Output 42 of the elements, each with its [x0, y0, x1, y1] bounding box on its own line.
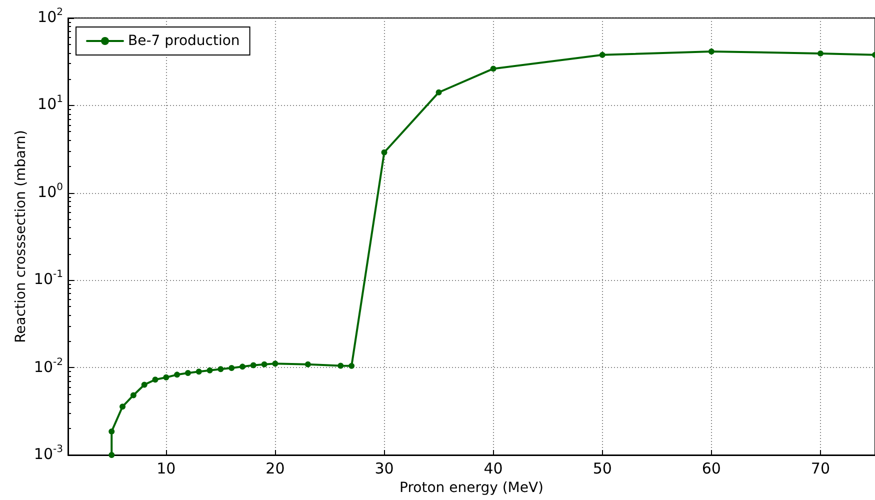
- y-tick-label: 10$^{1}$: [38, 94, 63, 114]
- x-axis-title: Proton energy (MeV): [399, 480, 544, 496]
- point: [239, 364, 246, 370]
- point: [152, 376, 158, 383]
- point: [196, 368, 202, 375]
- point: [218, 366, 224, 372]
- point: [174, 372, 180, 378]
- y-tick-label: 10$^{-3}$: [34, 444, 63, 463]
- legend-label: Be-7 production: [128, 33, 240, 49]
- point: [708, 48, 714, 54]
- point: [250, 362, 256, 368]
- point: [381, 149, 388, 156]
- point: [130, 392, 136, 398]
- point: [304, 361, 311, 368]
- point: [228, 364, 235, 371]
- y-axis-title: Reaction crosssection (mbarn): [13, 130, 29, 343]
- x-tick-label: 20: [266, 460, 285, 478]
- x-tick-label: 10: [156, 460, 176, 478]
- point: [490, 66, 496, 72]
- y-tick-label: 10$^{-2}$: [34, 356, 63, 376]
- y-tick-label: 10$^{-1}$: [34, 269, 63, 288]
- x-tick-label: 40: [484, 460, 503, 478]
- point: [817, 50, 824, 56]
- point: [141, 382, 148, 388]
- x-tick-label: 50: [592, 460, 612, 478]
- point: [261, 361, 268, 368]
- point: [120, 404, 126, 410]
- point: [206, 367, 213, 374]
- x-tick-label: 30: [374, 460, 394, 478]
- point: [338, 362, 344, 369]
- point: [272, 360, 278, 367]
- x-tick-label: 60: [702, 460, 721, 478]
- point: [348, 362, 355, 369]
- point: [184, 370, 191, 376]
- x-tick-label: 70: [810, 460, 830, 478]
- point: [108, 428, 115, 434]
- y-tick-label: 10$^{0}$: [38, 182, 63, 201]
- point: [163, 374, 170, 380]
- y-tick-label: 10$^{2}$: [38, 7, 63, 26]
- point: [599, 52, 606, 58]
- point: [108, 452, 115, 458]
- point: [436, 89, 442, 96]
